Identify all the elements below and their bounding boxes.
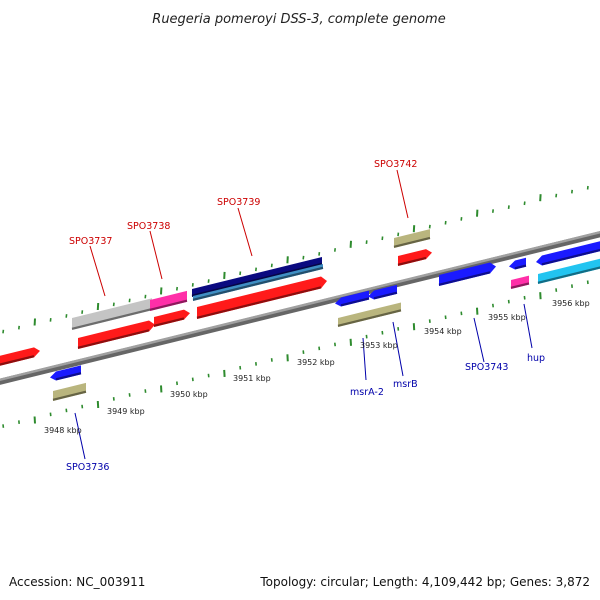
tick-label-3950: 3950 kbp bbox=[170, 390, 208, 399]
tick-label-3953: 3953 kbp bbox=[360, 341, 398, 350]
gene-SPO3742-arrow-shadow bbox=[397, 256, 427, 266]
gene-right-cyan-bar[interactable] bbox=[538, 258, 600, 285]
gene-SPO3743-arrow-shadow bbox=[438, 271, 491, 286]
lower-tick-row bbox=[2, 280, 589, 428]
tick-label-3954: 3954 kbp bbox=[424, 327, 462, 336]
leader-hup bbox=[523, 303, 533, 349]
gene-labels: SPO3737 SPO3738 SPO3739 SPO3742 SPO3736 … bbox=[66, 159, 545, 473]
gene-features bbox=[0, 229, 600, 401]
gene-hup-box-shadow bbox=[510, 282, 530, 289]
leader-msrA-2 bbox=[362, 337, 367, 381]
gene-SPO3736-arrow-shadow bbox=[55, 372, 82, 381]
leader-SPO3739 bbox=[237, 207, 253, 257]
leader-SPO3743 bbox=[473, 317, 485, 363]
gene-SPO3737-arrow-shadow bbox=[77, 329, 150, 349]
gene-arrow-right-edge-shadow bbox=[541, 248, 600, 266]
map-title: Ruegeria pomeroyi DSS-3, complete genome bbox=[152, 12, 445, 27]
label-leaders bbox=[74, 169, 533, 460]
upper-tick-row bbox=[2, 185, 589, 334]
leader-msrB bbox=[392, 321, 404, 377]
gene-label-msrA-2[interactable]: msrA-2 bbox=[350, 387, 384, 398]
gene-SPO3736-box-shadow bbox=[52, 390, 87, 401]
gene-msrB-arrow-shadow bbox=[373, 291, 398, 300]
gene-label-SPO3739[interactable]: SPO3739 bbox=[217, 197, 260, 208]
tick-label-3955: 3955 kbp bbox=[488, 313, 526, 322]
gene-label-SPO3742[interactable]: SPO3742 bbox=[374, 159, 417, 170]
gene-label-SPO3737[interactable]: SPO3737 bbox=[69, 236, 112, 247]
gene-SPO3737-arrow[interactable] bbox=[78, 320, 155, 350]
genome-backbone-shadow bbox=[0, 231, 600, 385]
gene-SPO3736-box[interactable] bbox=[53, 382, 86, 401]
gene-SPO3737-box-shadow bbox=[71, 308, 153, 330]
gene-SPO3742-box-shadow bbox=[393, 236, 431, 248]
gene-label-SPO3738[interactable]: SPO3738 bbox=[127, 221, 170, 232]
gene-SPO3739-arrow-shadow bbox=[196, 286, 322, 319]
leader-SPO3737 bbox=[89, 245, 106, 297]
gene-SPO3738-box-shadow bbox=[149, 299, 188, 311]
gene-SPO3743-arrow[interactable] bbox=[439, 262, 496, 287]
gene-SPO3738-arrow-shadow bbox=[153, 317, 185, 327]
leader-SPO3742 bbox=[396, 169, 409, 219]
leader-SPO3738 bbox=[149, 230, 163, 280]
gene-msrB-arrow[interactable] bbox=[368, 284, 397, 300]
gene-label-hup[interactable]: hup bbox=[527, 353, 545, 364]
gene-SPO3736-arrow[interactable] bbox=[50, 365, 81, 381]
gene-SPO3737-box[interactable] bbox=[72, 298, 152, 330]
genome-summary-text: Topology: circular; Length: 4,109,442 bp… bbox=[259, 575, 590, 589]
gene-SPO3739-arrow[interactable] bbox=[197, 276, 327, 320]
gene-label-SPO3743[interactable]: SPO3743 bbox=[465, 362, 508, 373]
scale-labels: 3948 kbp 3949 kbp 3950 kbp 3951 kbp 3952… bbox=[44, 299, 590, 435]
gene-msrA-2-arrow-shadow bbox=[340, 297, 370, 307]
gene-label-msrB[interactable]: msrB bbox=[393, 379, 418, 390]
gene-hup-arrow-shadow bbox=[514, 264, 527, 270]
genome-backbone bbox=[0, 230, 600, 382]
gene-label-SPO3736[interactable]: SPO3736 bbox=[66, 462, 109, 473]
tick-label-3956: 3956 kbp bbox=[552, 299, 590, 308]
tick-label-3952: 3952 kbp bbox=[297, 358, 335, 367]
gene-arrow-right-edge[interactable] bbox=[536, 240, 600, 266]
gene-SPO3738-box[interactable] bbox=[150, 290, 187, 311]
tick-label-3951: 3951 kbp bbox=[233, 374, 271, 383]
accession-text: Accession: NC_003911 bbox=[9, 575, 145, 589]
tick-label-3948: 3948 kbp bbox=[44, 426, 82, 435]
gene-msrA-2-box-shadow bbox=[337, 309, 402, 327]
gene-right-cyan-bar-shadow bbox=[537, 266, 600, 284]
gene-arrow-left-edge-shadow bbox=[0, 355, 35, 366]
leader-SPO3736 bbox=[74, 412, 86, 460]
tick-label-3949: 3949 kbp bbox=[107, 407, 145, 416]
gene-SPO3739-steel-bar-shadow bbox=[192, 266, 324, 301]
gene-msrA-2-arrow[interactable] bbox=[335, 290, 369, 307]
gene-SPO3742-box[interactable] bbox=[394, 229, 430, 248]
gene-SPO3739-navy-bar-shadow bbox=[191, 262, 323, 297]
